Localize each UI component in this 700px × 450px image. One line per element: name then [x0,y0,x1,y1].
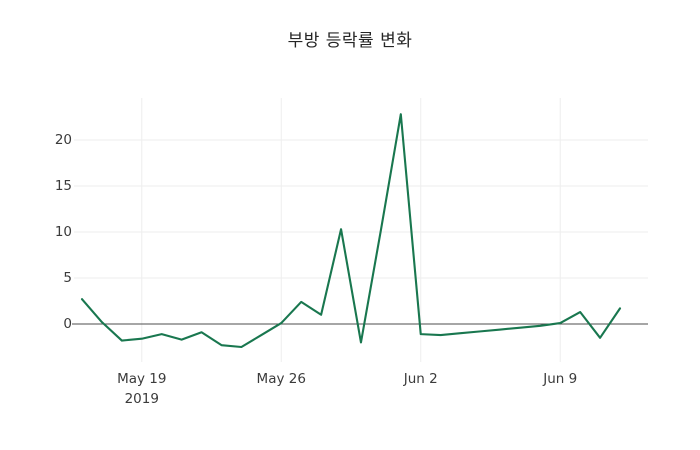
y-tick-label: 20 [54,132,72,148]
x-tick-label: May 26 [256,371,306,387]
y-tick-label: 5 [63,270,72,286]
data-line [80,113,622,349]
y-tick-label: 0 [63,316,72,332]
chart-title: 부방 등락률 변화 [287,31,413,51]
x-tick-label: May 19 2019 [117,371,167,407]
y-tick-label: 10 [54,224,72,240]
series-line [80,113,622,349]
x-tick-label: Jun 2 [403,371,438,387]
y-tick-label: 15 [54,178,72,194]
x-tick-label: Jun 9 [543,371,578,387]
